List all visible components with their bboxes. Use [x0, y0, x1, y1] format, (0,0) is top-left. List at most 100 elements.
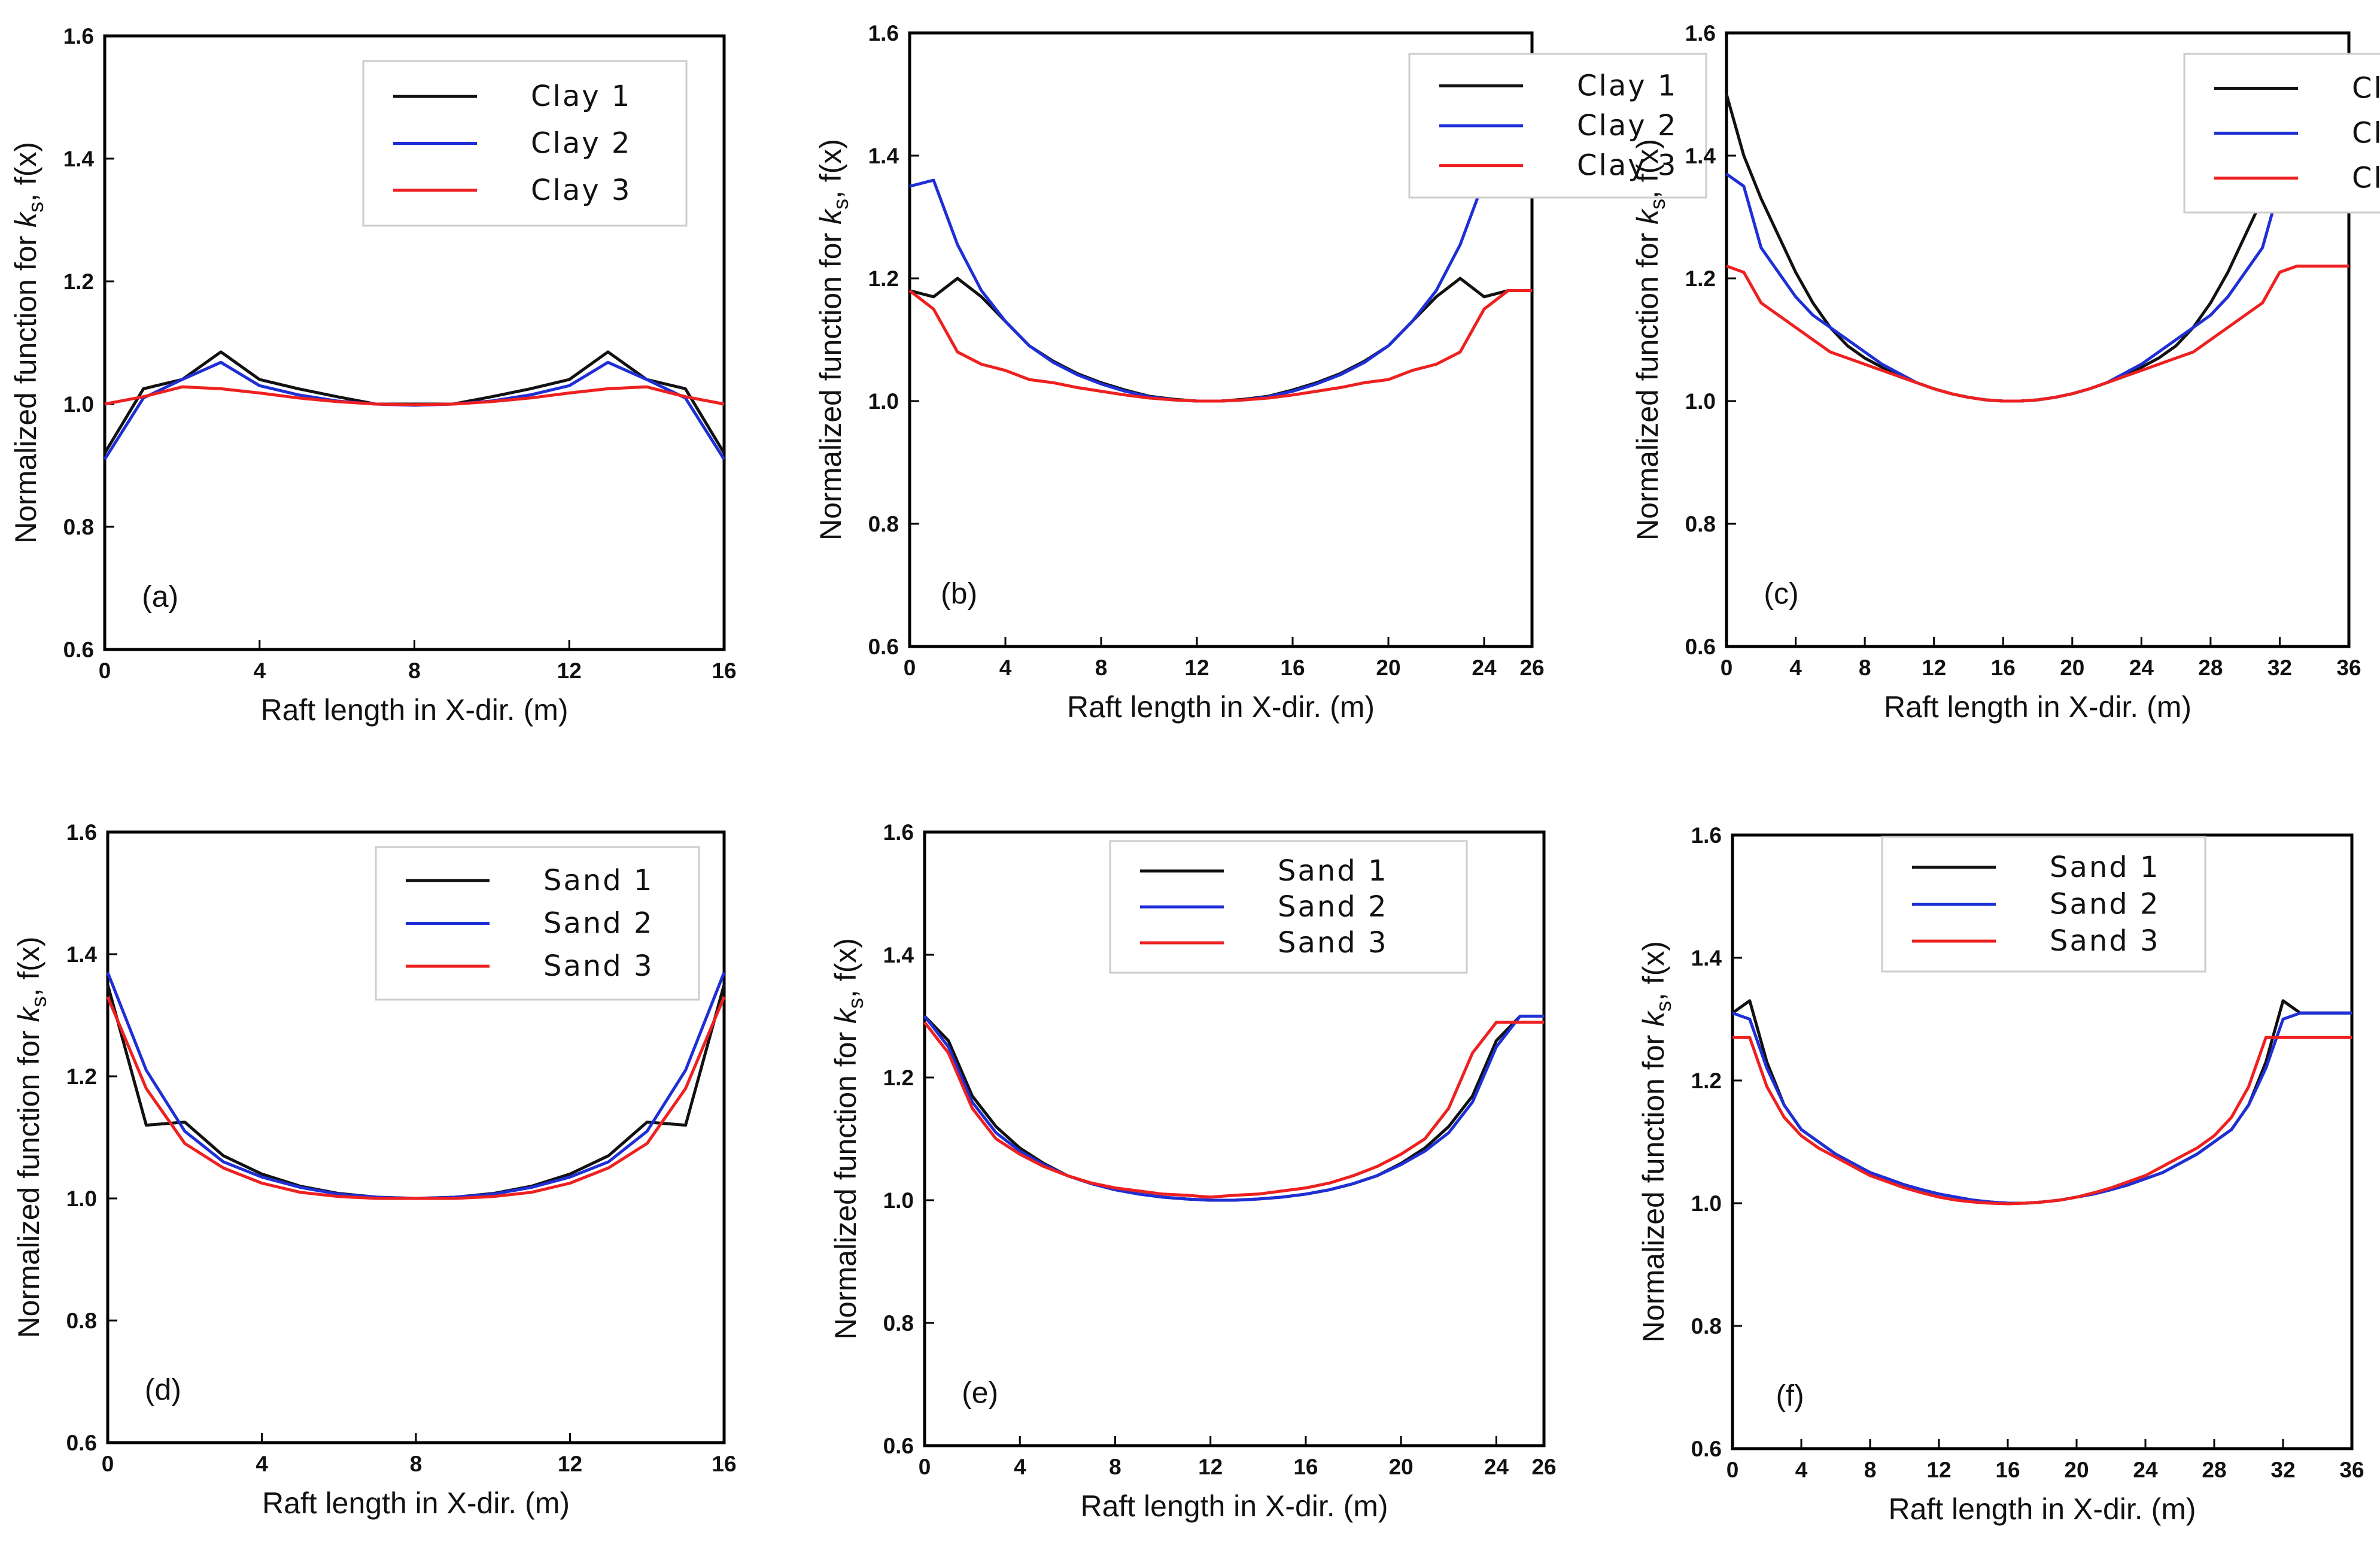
y-tick-label: 1.2 [63, 269, 94, 294]
x-tick-label: 26 [1531, 1455, 1556, 1479]
plot-frame [1731, 833, 2354, 1450]
x-axis-title: Raft length in X-dir. (m) [1080, 1489, 1388, 1523]
y-tick-label: 1.0 [66, 1186, 97, 1211]
x-tick-label: 4 [1789, 655, 1802, 680]
x-tick-label: 0 [1727, 1458, 1739, 1482]
y-axis-title-tail: , f(x) [12, 937, 45, 997]
x-tick-label: 12 [1926, 1458, 1951, 1482]
y-axis-title-tail: , f(x) [1631, 139, 1664, 199]
x-tick-label: 16 [1995, 1458, 2020, 1482]
y-axis-title-sub: s [23, 202, 48, 213]
x-axis-title: Raft length in X-dir. (m) [260, 693, 568, 727]
x-tick-label: 8 [1095, 655, 1108, 680]
x-tick-label: 36 [2339, 1458, 2364, 1482]
x-tick-label: 36 [2336, 655, 2361, 680]
y-tick-label: 1.6 [868, 21, 899, 45]
y-tick-label: 1.2 [1685, 266, 1716, 291]
chart-panel-a: 0 4 8 12 16 0.6 0.8 1.0 1.2 1.4 1.6 Raft length in … [9, 24, 737, 727]
y-tick-label: 0.8 [883, 1311, 914, 1336]
x-tick-label: 24 [1484, 1455, 1509, 1479]
y-tick-label: 0.6 [63, 638, 94, 662]
x-tick-label: 4 [253, 658, 266, 683]
y-tick-label: 1.0 [63, 392, 94, 417]
legend-label: Sand 1 [2050, 851, 2160, 884]
plot-frame [923, 830, 1546, 1447]
y-tick-label: 1.4 [868, 144, 899, 168]
x-tick-label: 20 [2064, 1458, 2089, 1482]
legend: Clay 1 Clay 2 Clay 3 [2183, 53, 2380, 214]
y-axis-title-main: Normalized function for [9, 227, 42, 544]
y-tick-label: 1.4 [63, 147, 95, 171]
y-axis-title-sub: s [1651, 1001, 1676, 1012]
legend-label: Sand 3 [543, 949, 654, 983]
y-tick-label: 1.0 [1685, 389, 1716, 414]
legend-label: Clay 2 [2352, 117, 2380, 150]
x-tick-label: 0 [102, 1452, 114, 1476]
y-axis-title-sub: s [1645, 199, 1670, 210]
y-axis-title-main: Normalized function for [1631, 224, 1664, 541]
legend-label: Sand 3 [1278, 926, 1388, 960]
x-tick-label: 16 [1293, 1455, 1318, 1479]
y-axis-title-main: Normalized function for [1637, 1027, 1670, 1343]
x-tick-label: 32 [2267, 655, 2292, 680]
y-tick-label: 0.6 [1685, 635, 1716, 659]
y-axis-title-sub: s [843, 998, 868, 1009]
x-tick-label: 20 [1389, 1455, 1414, 1479]
y-tick-label: 0.6 [883, 1434, 914, 1458]
y-axis-title-main: Normalized function for [814, 224, 847, 541]
y-tick-label: 0.6 [66, 1431, 97, 1455]
panel-label: (b) [941, 576, 977, 610]
series-line-sand-3 [1732, 1036, 2352, 1206]
x-tick-label: 8 [1859, 655, 1871, 680]
y-tick-label: 1.4 [1691, 946, 1722, 970]
y-tick-label: 1.4 [66, 942, 98, 967]
legend-label: Clay 2 [1577, 109, 1677, 142]
x-tick-label: 32 [2270, 1458, 2295, 1482]
y-tick-label: 1.6 [1691, 823, 1722, 848]
y-axis-title-tail: , f(x) [9, 142, 42, 202]
y-tick-label: 1.0 [1691, 1191, 1722, 1216]
y-axis-title: Normalized function for ks, f(x) [12, 937, 51, 1338]
series-line-clay-2 [103, 360, 726, 460]
chart-panel-c: 0 4 8 12 16 20 24 28 32 36 0.6 0.8 1.0 1.2 1.4 1.6 Raft … [1631, 21, 2380, 724]
y-tick-label: 1.2 [66, 1064, 97, 1089]
y-axis-title: Normalized function for ks, f(x) [1631, 139, 1670, 541]
series-line-sand-1 [106, 984, 726, 1200]
panel-label: (a) [142, 579, 178, 613]
legend-label: Sand 1 [543, 864, 654, 897]
x-axis-title: Raft length in X-dir. (m) [262, 1486, 570, 1520]
y-tick-label: 1.0 [883, 1188, 914, 1213]
x-axis-title: Raft length in X-dir. (m) [1884, 690, 2191, 724]
legend-label: Clay 3 [2352, 162, 2380, 195]
x-tick-label: 16 [712, 658, 736, 683]
legend-label: Clay 1 [1577, 69, 1677, 102]
legend-label: Clay 2 [531, 127, 631, 160]
y-tick-label: 0.8 [1685, 512, 1716, 536]
panel-label: (c) [1764, 576, 1798, 610]
y-tick-label: 1.2 [1691, 1069, 1722, 1093]
legend-label: Clay 1 [531, 80, 631, 113]
series-line-clay-3 [908, 289, 1532, 403]
x-tick-label: 24 [2133, 1458, 2158, 1482]
legend: Clay 1 Clay 2 Clay 3 [1408, 53, 1707, 199]
x-tick-label: 4 [1795, 1458, 1808, 1482]
y-axis-title: Normalized function for ks, f(x) [829, 938, 868, 1340]
legend-label: Sand 3 [2050, 924, 2160, 958]
x-tick-label: 12 [1198, 1455, 1223, 1479]
y-tick-label: 1.6 [66, 820, 97, 845]
y-tick-label: 0.6 [868, 635, 899, 659]
x-tick-label: 16 [1280, 655, 1305, 680]
legend-label: Clay 3 [531, 174, 631, 207]
y-axis-title-tail: , f(x) [814, 139, 847, 199]
y-axis-title-k: k [1637, 1010, 1670, 1027]
y-tick-label: 0.8 [868, 512, 899, 536]
y-tick-label: 0.8 [1691, 1314, 1722, 1338]
x-tick-label: 0 [1721, 655, 1733, 680]
x-tick-label: 28 [2198, 655, 2223, 680]
series-line-sand-1 [923, 1015, 1544, 1202]
x-tick-label: 8 [410, 1452, 422, 1476]
x-tick-label: 0 [904, 655, 916, 680]
x-tick-label: 26 [1519, 655, 1544, 680]
chart-panel-e: 0 4 8 12 16 20 24 26 0.6 0.8 1.0 1.2 1.4 1.6 Raft leng… [829, 820, 1557, 1523]
